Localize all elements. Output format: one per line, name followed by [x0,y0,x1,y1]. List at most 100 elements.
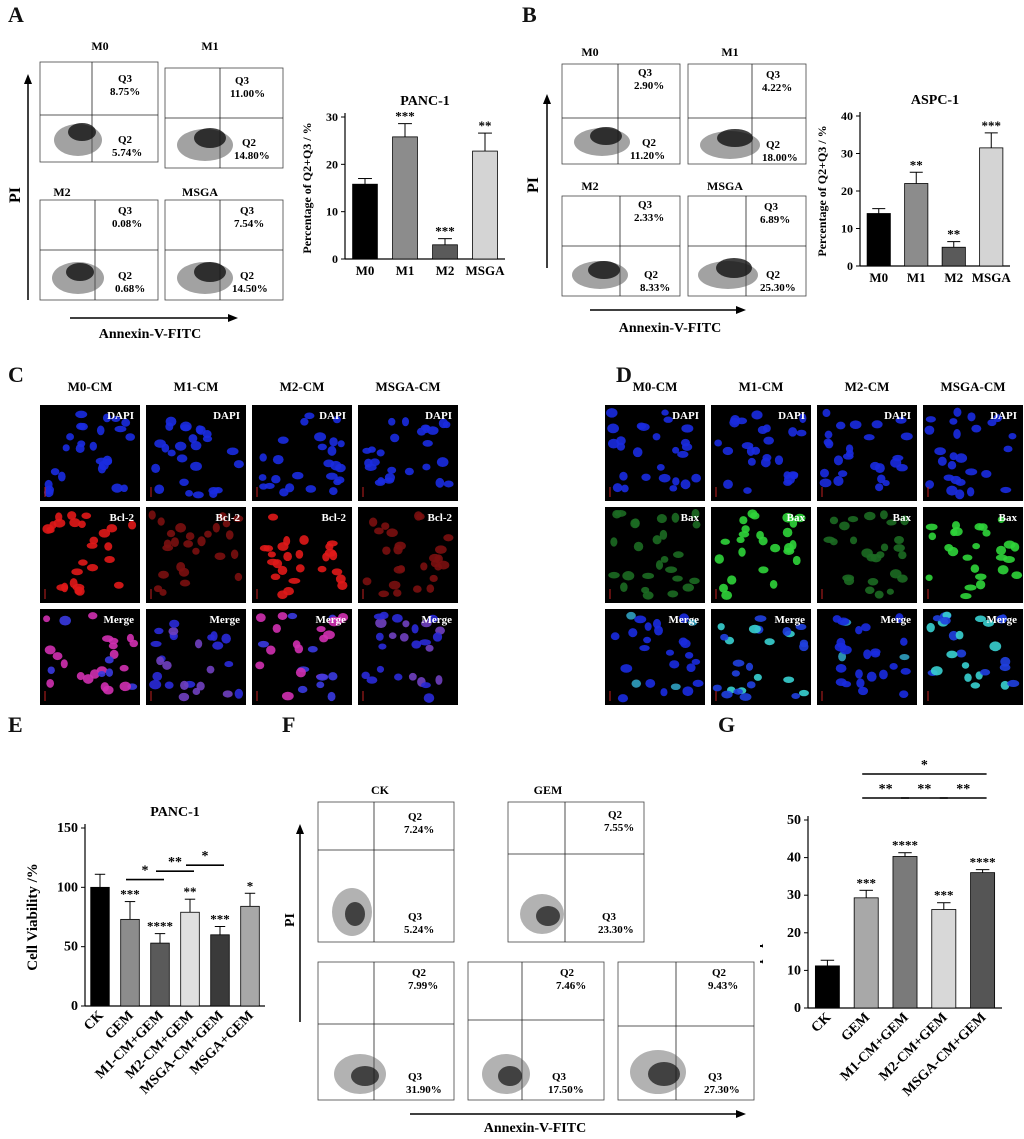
q2-label: Q2 [412,967,427,979]
cell-nucleus [297,685,308,694]
cell-nucleus [1003,540,1016,549]
arrow-head-icon [228,314,238,322]
cell-nucleus [682,583,694,592]
cell-nucleus [443,534,454,542]
cell-nucleus [889,662,898,670]
x-tick-label: M2 [436,263,455,278]
micrograph-tile: Bax [817,507,917,603]
significance-label: **** [970,855,996,870]
cell-nucleus [634,615,647,624]
cell-nucleus [946,650,958,659]
bar [892,856,918,1009]
y-tick-label: 10 [326,205,338,219]
cell-nucleus [928,532,937,541]
channel-label: DAPI [425,410,452,422]
cell-nucleus [125,433,136,441]
micrograph-tile: DAPI [923,405,1023,501]
cell-nucleus [955,489,965,500]
channel-label: Merge [986,614,1017,626]
panel-a-bar-chart: PANC-1 0 10 20 30 Percentage of Q2+Q3 / % M0 **… [300,94,506,278]
cell-nucleus [678,613,690,624]
cell-nucleus [937,456,947,466]
significance-label: **** [892,838,918,853]
cell-nucleus [195,425,204,434]
significance-label: *** [934,888,954,903]
q2-label: Q2 [118,270,133,282]
x-tick-label: MSGA [466,263,506,278]
cell-nucleus [956,649,967,658]
cell-nucleus [893,544,905,552]
panel-label-a: A [8,2,24,27]
column-label: M0-CM [68,379,113,394]
cell-nucleus [374,479,386,486]
cell-nucleus [55,512,63,522]
cell-nucleus [50,468,60,476]
bar [150,942,170,1007]
cell-nucleus [661,409,669,416]
cell-nucleus [156,656,165,666]
cell-nucleus [782,627,792,636]
q2-value: 7.99% [408,980,438,992]
cell-nucleus [847,515,859,523]
cell-nucleus [218,512,227,522]
cell-nucleus [975,573,987,581]
cell-nucleus [663,416,673,423]
cell-nucleus [982,619,995,627]
cell-nucleus [413,585,422,593]
cell-nucleus [89,441,97,451]
cell-nucleus [76,672,85,681]
cell-nucleus [325,543,334,551]
cell-nucleus [689,577,700,585]
comparison-label: * [921,760,928,773]
cell-nucleus [846,449,854,458]
cell-nucleus [655,560,664,570]
cell-nucleus [423,693,435,703]
cell-nucleus [947,461,957,470]
flow-plot-gem: GEM Q2 7.55% Q3 23.30% [507,783,645,943]
cell-nucleus [295,564,305,573]
cell-nucleus [165,416,177,427]
cell-nucleus [96,425,105,436]
cell-nucleus [98,528,111,538]
q3-label: Q3 [708,1071,723,1083]
cell-nucleus [154,627,164,635]
cell-nucleus [838,470,848,477]
x-tick-label: GEM [839,1010,873,1044]
cell-nucleus [317,443,327,451]
cell-nucleus [204,530,212,538]
cell-nucleus [855,669,863,679]
micrograph-tile: Merge [40,609,140,705]
cell-nucleus [774,455,784,466]
cell-nucleus [387,466,397,474]
q2-value: 11.20% [630,150,665,162]
cell-nucleus [438,418,449,429]
cell-nucleus [652,618,662,629]
channel-label: DAPI [213,410,240,422]
micrograph-tile: Merge [711,609,811,705]
significance-label: ** [184,884,197,899]
flow-plot-title: M0 [581,45,598,59]
cell-population-core [345,902,365,926]
cell-nucleus [81,512,92,519]
y-tick-label: 20 [787,926,801,941]
cell-nucleus [335,463,346,473]
y-tick-label: 40 [841,109,853,123]
cell-nucleus [411,624,419,634]
y-tick-label: 20 [841,184,853,198]
cell-nucleus [335,574,346,584]
cell-nucleus [764,638,775,646]
y-tick-label: 50 [787,813,801,828]
cell-nucleus [981,469,992,478]
cell-nucleus [864,511,876,521]
cell-nucleus [164,681,174,689]
micrograph-tile: DAPI [711,405,811,501]
cell-nucleus [294,644,304,654]
cell-nucleus [178,567,190,577]
cell-nucleus [111,416,121,423]
q3-value: 0.08% [112,218,142,230]
cell-nucleus [865,586,875,594]
cell-nucleus [672,446,680,454]
q2-value: 18.00% [762,152,798,164]
cell-nucleus [422,440,433,447]
cell-nucleus [849,536,858,545]
